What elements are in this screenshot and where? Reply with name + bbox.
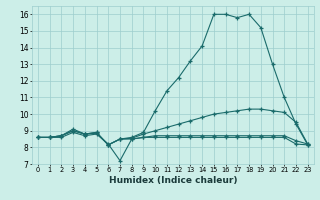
- X-axis label: Humidex (Indice chaleur): Humidex (Indice chaleur): [108, 176, 237, 185]
